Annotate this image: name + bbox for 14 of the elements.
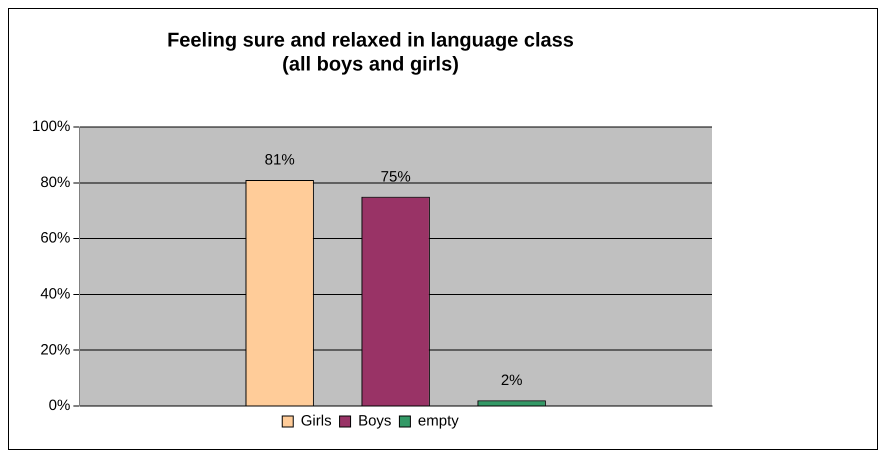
data-label: 75% [380,168,411,186]
legend-label: Boys [358,412,392,430]
y-tick-label: 40% [40,286,70,303]
y-tick-label: 20% [40,341,70,358]
y-tick-label: 100% [32,118,70,136]
y-tick-label: 60% [40,230,70,247]
text: Feeling sure and relaxed in language class [167,30,574,52]
legend-label: Girls [300,412,332,430]
legend-label: empty [418,412,460,430]
data-label: 81% [264,152,295,169]
text: (all boys and girls) [282,54,459,76]
y-tick-label: 80% [40,174,70,191]
y-tick-label: 0% [48,397,70,414]
data-label: 2% [500,372,523,390]
